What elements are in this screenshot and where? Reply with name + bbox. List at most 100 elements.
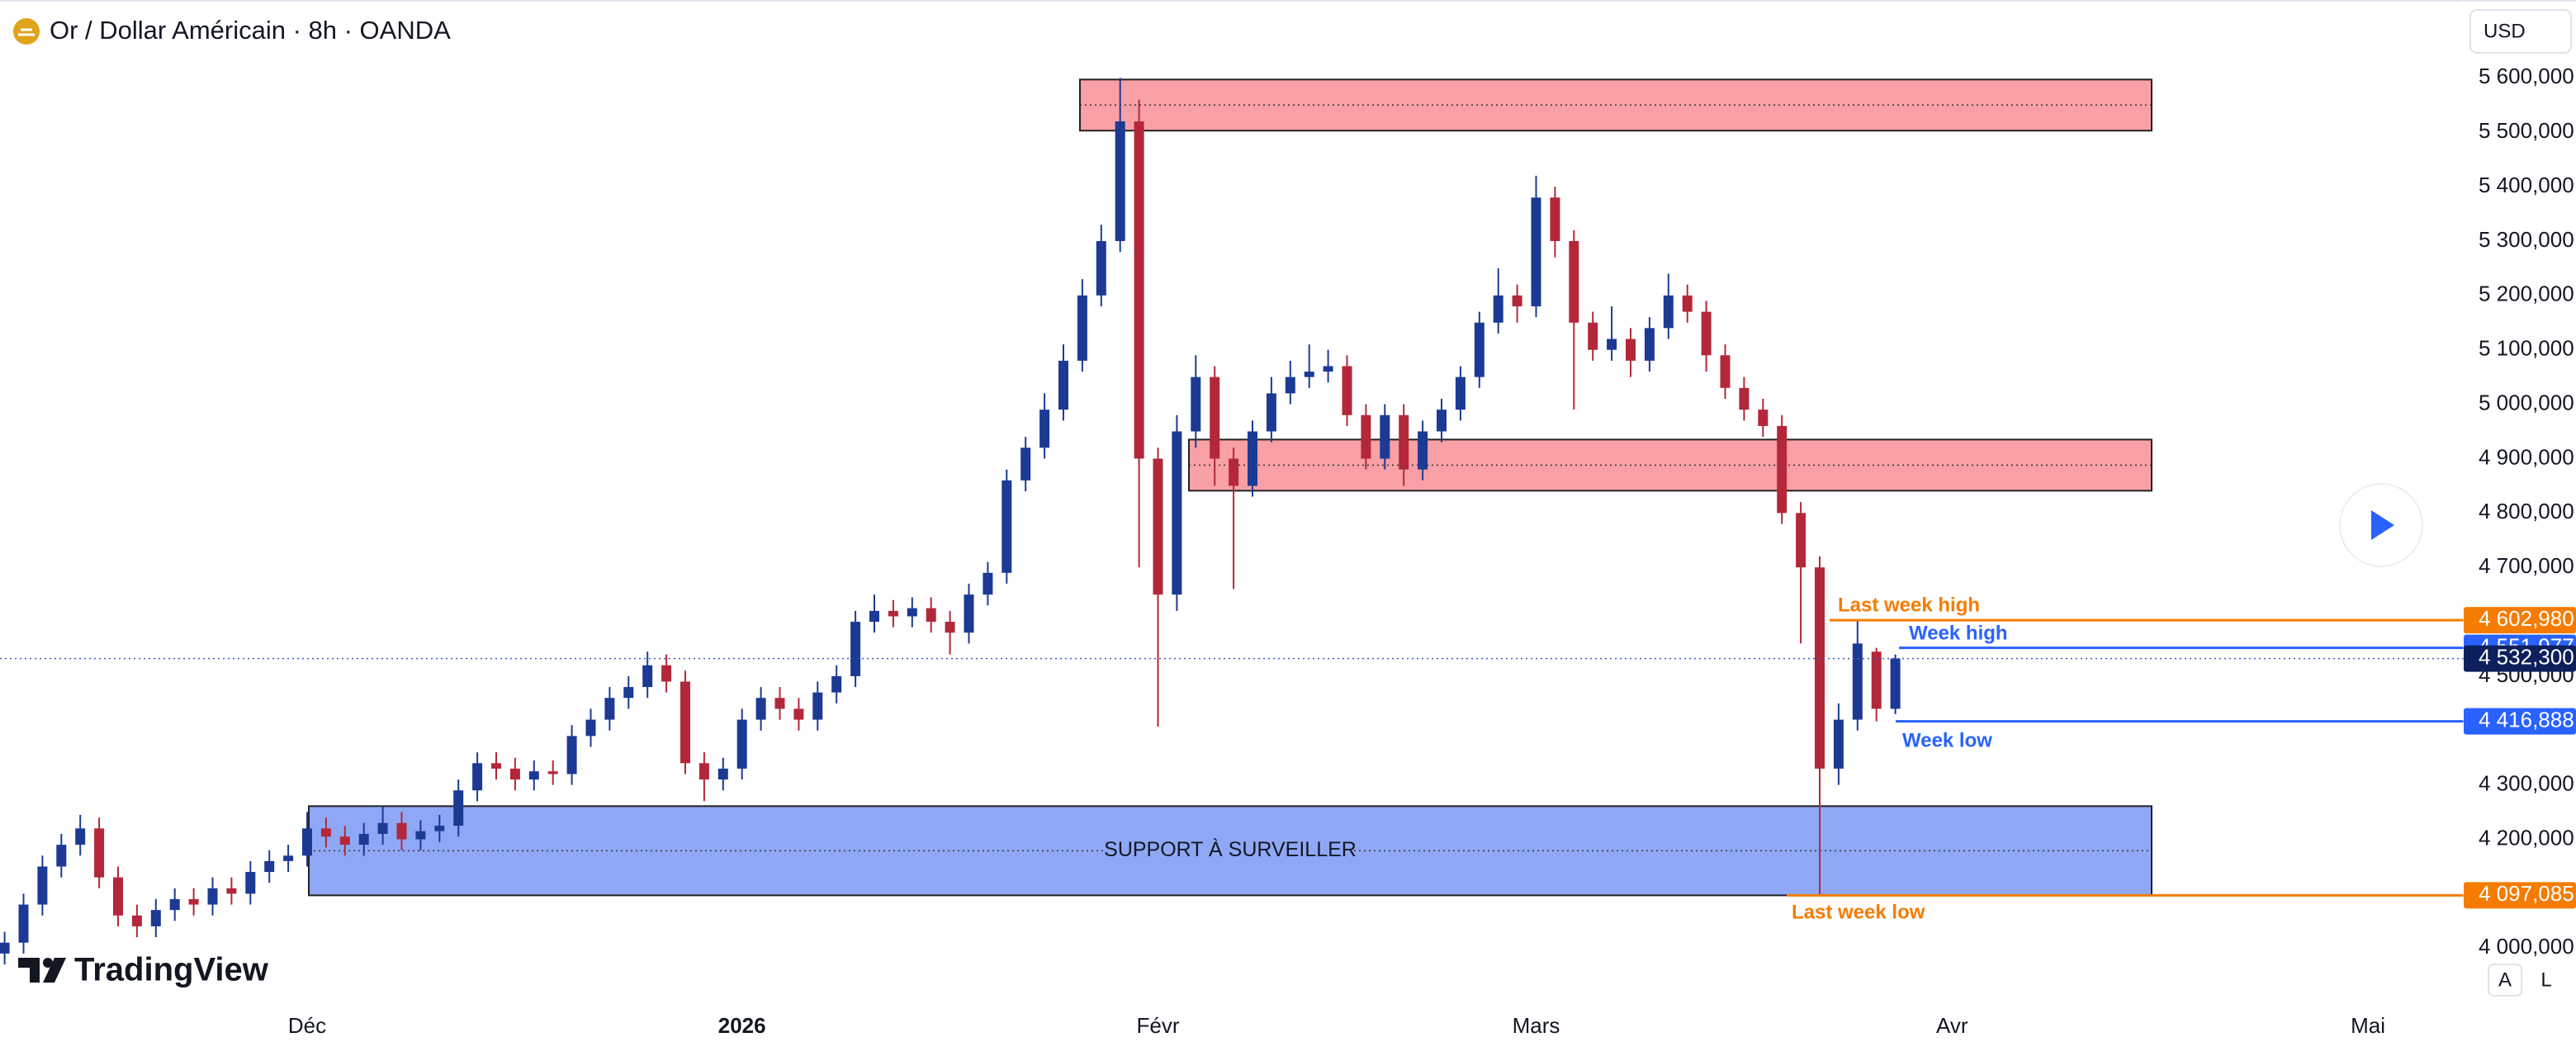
candle-body (1134, 121, 1144, 459)
candle-body (1172, 431, 1182, 595)
y-tick-label: 4 700,000 (2479, 553, 2574, 578)
candle-body (945, 622, 955, 633)
candle-body (283, 855, 294, 861)
candle-body (831, 675, 842, 693)
candle-body (717, 768, 728, 780)
candle-body (1701, 311, 1712, 356)
candle-body (396, 822, 407, 840)
candle-body (245, 872, 256, 894)
candle-body (113, 877, 123, 916)
candle-body (964, 594, 974, 633)
candle-body (169, 898, 180, 911)
candle-body (1266, 393, 1276, 432)
candle-body (358, 833, 369, 845)
candle-body (377, 822, 388, 834)
candle-body (907, 608, 917, 617)
log-scale-label[interactable]: L (2540, 969, 2551, 991)
candle-body (415, 831, 426, 840)
y-tick-label: 4 300,000 (2479, 771, 2574, 796)
symbol-icon (13, 18, 40, 45)
candle-body (528, 771, 539, 780)
y-tick-label: 5 400,000 (2479, 173, 2574, 197)
brand-logo-dot (43, 958, 53, 968)
candle-body (1890, 658, 1901, 709)
candle-body (1663, 295, 1674, 329)
candle-body (1115, 121, 1125, 241)
candle-body (339, 836, 350, 845)
candle-body (37, 866, 48, 905)
price-tag (2464, 645, 2576, 672)
y-tick-label: 4 900,000 (2479, 444, 2574, 469)
candle-body (755, 698, 766, 720)
candle-body (736, 719, 747, 769)
candle-body (0, 942, 10, 954)
candle-body (1248, 431, 1257, 486)
candle-body (1493, 295, 1503, 323)
y-tick-label: 5 000,000 (2479, 390, 2574, 414)
candle-body (264, 860, 275, 873)
zone-label-bg (1106, 837, 1354, 864)
candle-body (226, 888, 237, 894)
candle-body (566, 736, 577, 774)
auto-scale-label[interactable]: A (2498, 969, 2512, 991)
candle-body (472, 763, 483, 791)
candle-body (1077, 295, 1087, 361)
candle-body (1096, 240, 1106, 296)
candle-body (1020, 448, 1031, 481)
candle-body (642, 665, 653, 688)
brand-name: TradingView (74, 952, 269, 988)
price-tag-label: 4 097,085 (2479, 881, 2574, 906)
candle-body (1285, 377, 1295, 394)
brand-logo (18, 958, 66, 983)
candle-body (1437, 410, 1447, 432)
currency-button[interactable] (2469, 9, 2572, 54)
candle-body (1361, 414, 1371, 459)
candle-body (793, 708, 804, 720)
y-tick-label: 5 100,000 (2479, 336, 2574, 361)
candle-body (1380, 414, 1390, 459)
y-tick-label: 5 200,000 (2479, 282, 2574, 306)
candle-body (547, 771, 558, 774)
y-tick-label: 5 500,000 (2479, 118, 2574, 143)
candle-body (1058, 360, 1068, 410)
y-tick-label: 4 000,000 (2479, 934, 2574, 959)
candle-body (302, 828, 312, 856)
candle-body (1739, 387, 1750, 410)
auto-scale-button[interactable] (2488, 964, 2522, 997)
candle-body (1474, 322, 1485, 377)
candle-body (774, 698, 785, 709)
candle-body (1191, 377, 1201, 432)
candle-body (983, 572, 993, 595)
footer: TradingView A L (18, 952, 2552, 997)
candle-body (698, 763, 709, 780)
price-tag (2464, 708, 2576, 735)
candle-body (1626, 339, 1636, 361)
candle-body (1833, 719, 1844, 769)
candle-body (1304, 372, 1314, 377)
zone-label: SUPPORT À SURVEILLER (1104, 837, 1357, 861)
replay-icon[interactable] (2371, 510, 2394, 540)
x-tick-label: Févr (1137, 1013, 1180, 1038)
currency-label[interactable]: USD (2484, 20, 2526, 42)
candle-body (18, 904, 29, 943)
candle-body (1550, 197, 1560, 241)
candle-body (1455, 377, 1466, 410)
candle-body (320, 828, 331, 837)
candle-body (94, 828, 105, 878)
x-tick-label: Déc (288, 1013, 326, 1038)
level-name: Week high (1909, 622, 2008, 644)
candle-body (1512, 295, 1522, 307)
candle-body (1588, 322, 1598, 350)
candle-body (1531, 197, 1541, 307)
candle-body (869, 610, 879, 623)
replay-button[interactable] (2339, 483, 2423, 567)
candle-body (56, 845, 67, 867)
y-tick-label: 4 200,000 (2479, 825, 2574, 850)
candle-body (150, 910, 161, 926)
header: Or / Dollar Américain · 8h · OANDA USD (13, 9, 2572, 54)
candle-body (509, 768, 520, 780)
candle-body (188, 898, 199, 905)
symbol-icon-mark (18, 28, 35, 36)
candle-body (1039, 410, 1050, 448)
